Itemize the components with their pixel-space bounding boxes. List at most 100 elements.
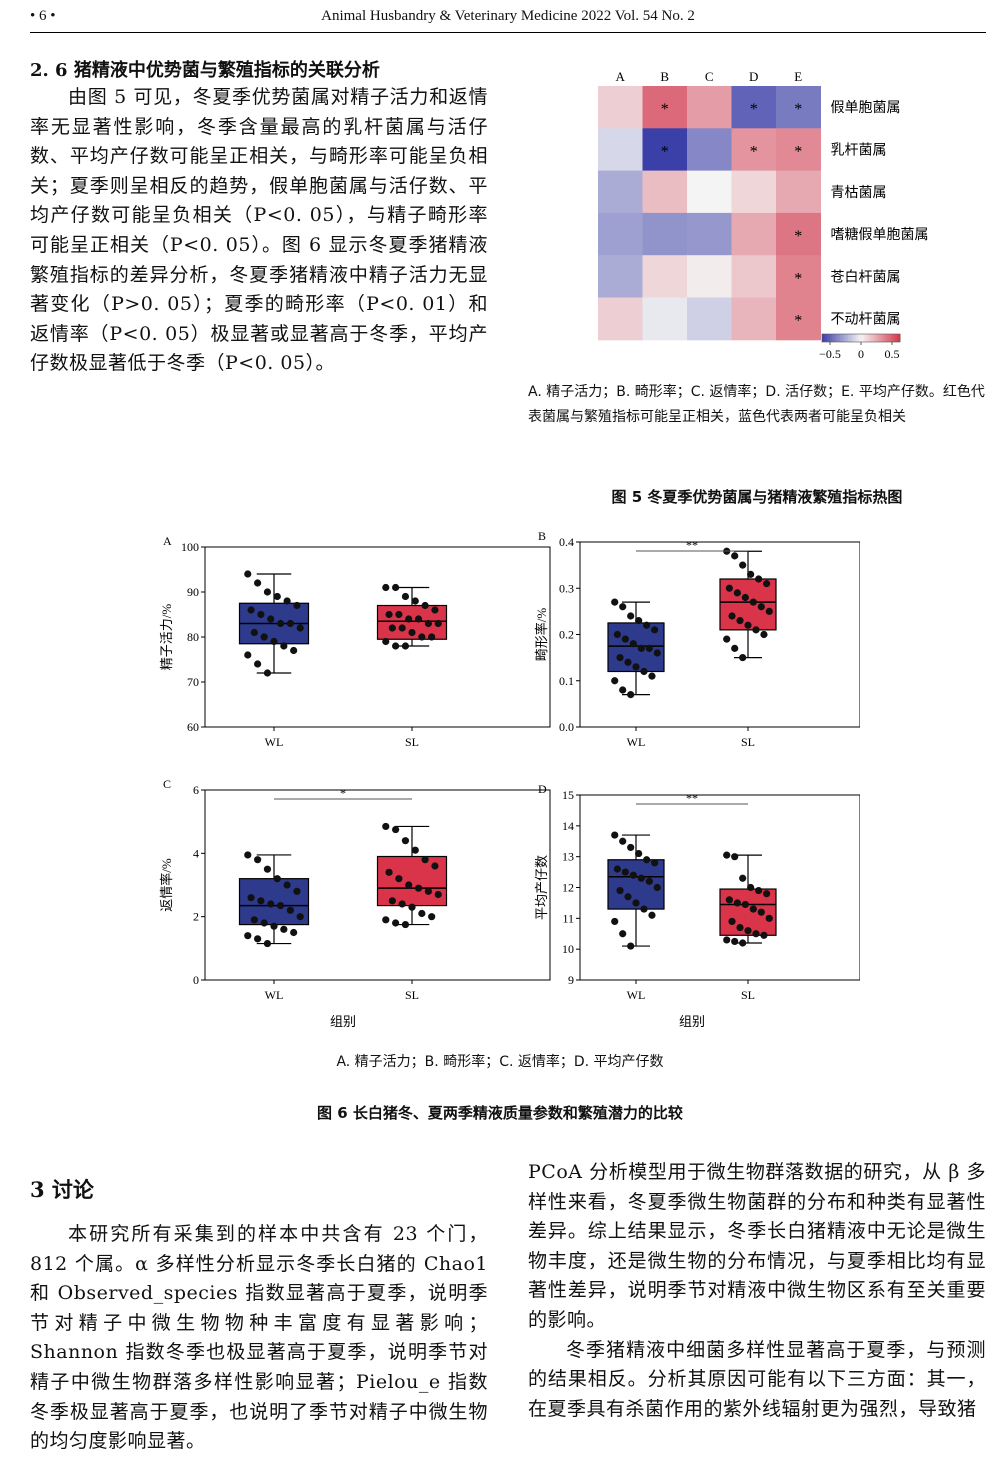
colorbar-segment — [866, 334, 870, 342]
data-point — [257, 610, 265, 619]
colorbar-segment — [845, 334, 849, 342]
x-axis-label: 组别 — [679, 1014, 705, 1029]
significance-star: * — [750, 143, 758, 160]
data-point — [765, 914, 773, 922]
data-point — [431, 606, 439, 614]
data-point — [643, 856, 651, 864]
data-point — [627, 612, 635, 620]
y-tick-label: 60 — [187, 720, 199, 734]
data-point — [244, 932, 252, 940]
data-point — [411, 846, 419, 854]
data-point — [611, 677, 619, 685]
data-point — [723, 851, 731, 859]
data-point — [250, 916, 258, 924]
y-tick-label: 100 — [181, 540, 199, 554]
heatmap-cell — [731, 170, 777, 214]
data-point — [611, 831, 619, 839]
y-tick-label: 80 — [187, 630, 199, 644]
colorbar-segment — [848, 334, 851, 342]
x-tick-label: WL — [627, 735, 646, 749]
discussion-paragraph-1: 本研究所有采集到的样本中共含有 23 个门，812 个属。α 多样性分析显示冬季… — [30, 1223, 488, 1453]
colorbar-segment — [874, 334, 877, 342]
data-point — [736, 617, 744, 625]
colorbar-segment — [863, 334, 867, 342]
y-tick-label: 2 — [193, 910, 199, 924]
heatmap-row-label: 假单胞菌属 — [831, 100, 901, 116]
significance-star: * — [750, 101, 758, 118]
data-point — [624, 893, 632, 901]
data-point — [619, 603, 627, 611]
data-point — [749, 598, 757, 606]
data-point — [414, 615, 423, 623]
data-point — [392, 919, 400, 927]
heatmap-column-label: A — [616, 69, 626, 84]
heatmap-cell — [776, 128, 821, 172]
heatmap-row-label: 苍白杆菌属 — [831, 269, 901, 285]
panel-letter: D — [538, 782, 547, 796]
data-point — [290, 928, 298, 937]
data-point — [244, 651, 252, 659]
data-point — [741, 593, 749, 602]
heatmap-cell — [776, 86, 821, 129]
data-point — [739, 939, 747, 947]
heatmap-cell — [642, 128, 688, 172]
heatmap-cell — [731, 86, 777, 129]
data-point — [382, 916, 390, 924]
data-point — [731, 937, 739, 946]
colorbar-segment — [832, 334, 836, 342]
data-point — [760, 931, 768, 939]
significance-label: * — [340, 786, 346, 800]
data-point — [736, 923, 744, 932]
y-tick-label: 0.4 — [559, 535, 574, 549]
data-point — [388, 624, 396, 632]
data-point — [648, 672, 656, 680]
colorbar-tick-label: 0 — [858, 347, 864, 361]
panel-letter: C — [163, 777, 171, 791]
data-point — [267, 900, 275, 908]
y-tick-label: 90 — [187, 585, 199, 599]
data-point — [733, 589, 741, 597]
y-tick-label: 6 — [193, 783, 199, 797]
data-point — [263, 669, 272, 677]
data-point — [401, 837, 410, 845]
header-rule — [30, 32, 986, 33]
data-point — [424, 887, 432, 895]
data-point — [263, 939, 272, 948]
data-point — [731, 644, 739, 652]
data-point — [424, 619, 432, 628]
data-point — [293, 601, 301, 610]
data-point — [398, 900, 406, 908]
data-point — [283, 597, 291, 605]
data-point — [723, 635, 731, 643]
data-point — [624, 658, 632, 666]
colorbar-segment — [868, 334, 872, 342]
colorbar-segment — [835, 334, 838, 342]
heatmap-cell — [731, 255, 777, 298]
data-point — [263, 588, 272, 596]
data-point — [267, 615, 275, 623]
data-point — [421, 856, 429, 864]
data-point — [296, 624, 304, 632]
fig5-heatmap: A B C D E * * * * * * * * * 假单胞菌属乳杆菌属青枯菌属嗜糖假单胞菌属苍白杆菌… — [598, 69, 929, 361]
heatmap-row-label: 不动杆菌属 — [831, 312, 901, 328]
heatmap-cell — [642, 255, 688, 298]
data-point — [651, 859, 659, 867]
heatmap-cell — [598, 255, 643, 298]
heatmap-cell — [598, 170, 643, 214]
data-point — [276, 619, 285, 628]
heatmap-cell — [598, 212, 643, 256]
data-point — [616, 654, 624, 662]
data-point — [434, 619, 442, 628]
data-point — [411, 597, 419, 605]
data-point — [421, 601, 429, 610]
data-point — [405, 615, 413, 623]
x-tick-label: SL — [405, 988, 419, 1002]
data-point — [635, 849, 643, 858]
data-point — [725, 896, 733, 904]
data-point — [382, 637, 390, 646]
data-point — [392, 825, 400, 834]
colorbar-segment — [850, 334, 854, 342]
y-tick-label: 4 — [193, 846, 199, 860]
heatmap-cell — [776, 255, 821, 298]
heatmap-cell — [776, 170, 821, 214]
